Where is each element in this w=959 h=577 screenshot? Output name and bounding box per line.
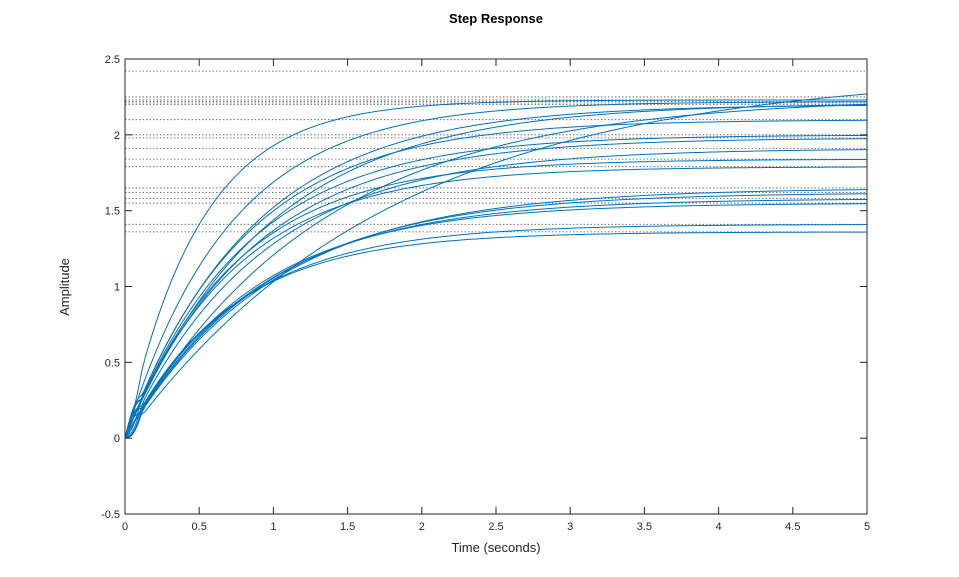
- response-curve: [124, 231, 868, 439]
- response-curve: [124, 198, 868, 439]
- response-curve: [124, 104, 868, 439]
- x-tick-label: 5: [864, 521, 870, 533]
- response-curve: [124, 189, 868, 439]
- response-curve: [124, 166, 868, 439]
- response-curve: [124, 104, 868, 439]
- response-curve: [124, 149, 868, 439]
- response-curve: [124, 134, 868, 439]
- response-curves: [124, 93, 868, 439]
- x-tick-label: 3.5: [637, 521, 652, 533]
- y-axis-ticks: -0.5 0 0.5 1 1.5 2 2.5: [101, 54, 867, 521]
- response-curve: [124, 224, 868, 439]
- x-tick-label: 3: [567, 521, 573, 533]
- y-tick-label: 2: [114, 130, 120, 142]
- x-tick-label: 2: [419, 521, 425, 533]
- x-tick-label: 4.5: [785, 521, 800, 533]
- y-tick-label: 0: [114, 433, 120, 445]
- chart-title: Step Response: [449, 11, 543, 26]
- x-tick-label: 0: [122, 521, 128, 533]
- y-tick-label: 1: [114, 282, 120, 294]
- response-curve: [124, 99, 867, 439]
- steady-state-lines: [125, 70, 867, 233]
- x-axis-label: Time (seconds): [451, 540, 540, 555]
- response-curve: [124, 158, 868, 439]
- response-curve: [124, 119, 868, 439]
- x-tick-label: 2.5: [488, 521, 503, 533]
- x-tick-label: 1.5: [340, 521, 355, 533]
- response-curve: [124, 203, 868, 439]
- response-curve: [124, 101, 868, 439]
- x-axis-ticks: 0 0.5 1 1.5 2 2.5 3 3.5 4 4.5 5: [122, 59, 870, 533]
- response-curve: [124, 193, 868, 439]
- y-tick-label: 1.5: [105, 206, 120, 218]
- x-tick-label: 1: [270, 521, 276, 533]
- x-tick-label: 0.5: [192, 521, 207, 533]
- x-tick-label: 4: [716, 521, 722, 533]
- y-tick-label: 2.5: [105, 54, 120, 66]
- y-tick-label: 0.5: [105, 357, 120, 369]
- response-curve: [124, 103, 868, 439]
- y-tick-label: -0.5: [101, 509, 120, 521]
- y-axis-label: Amplitude: [57, 258, 72, 316]
